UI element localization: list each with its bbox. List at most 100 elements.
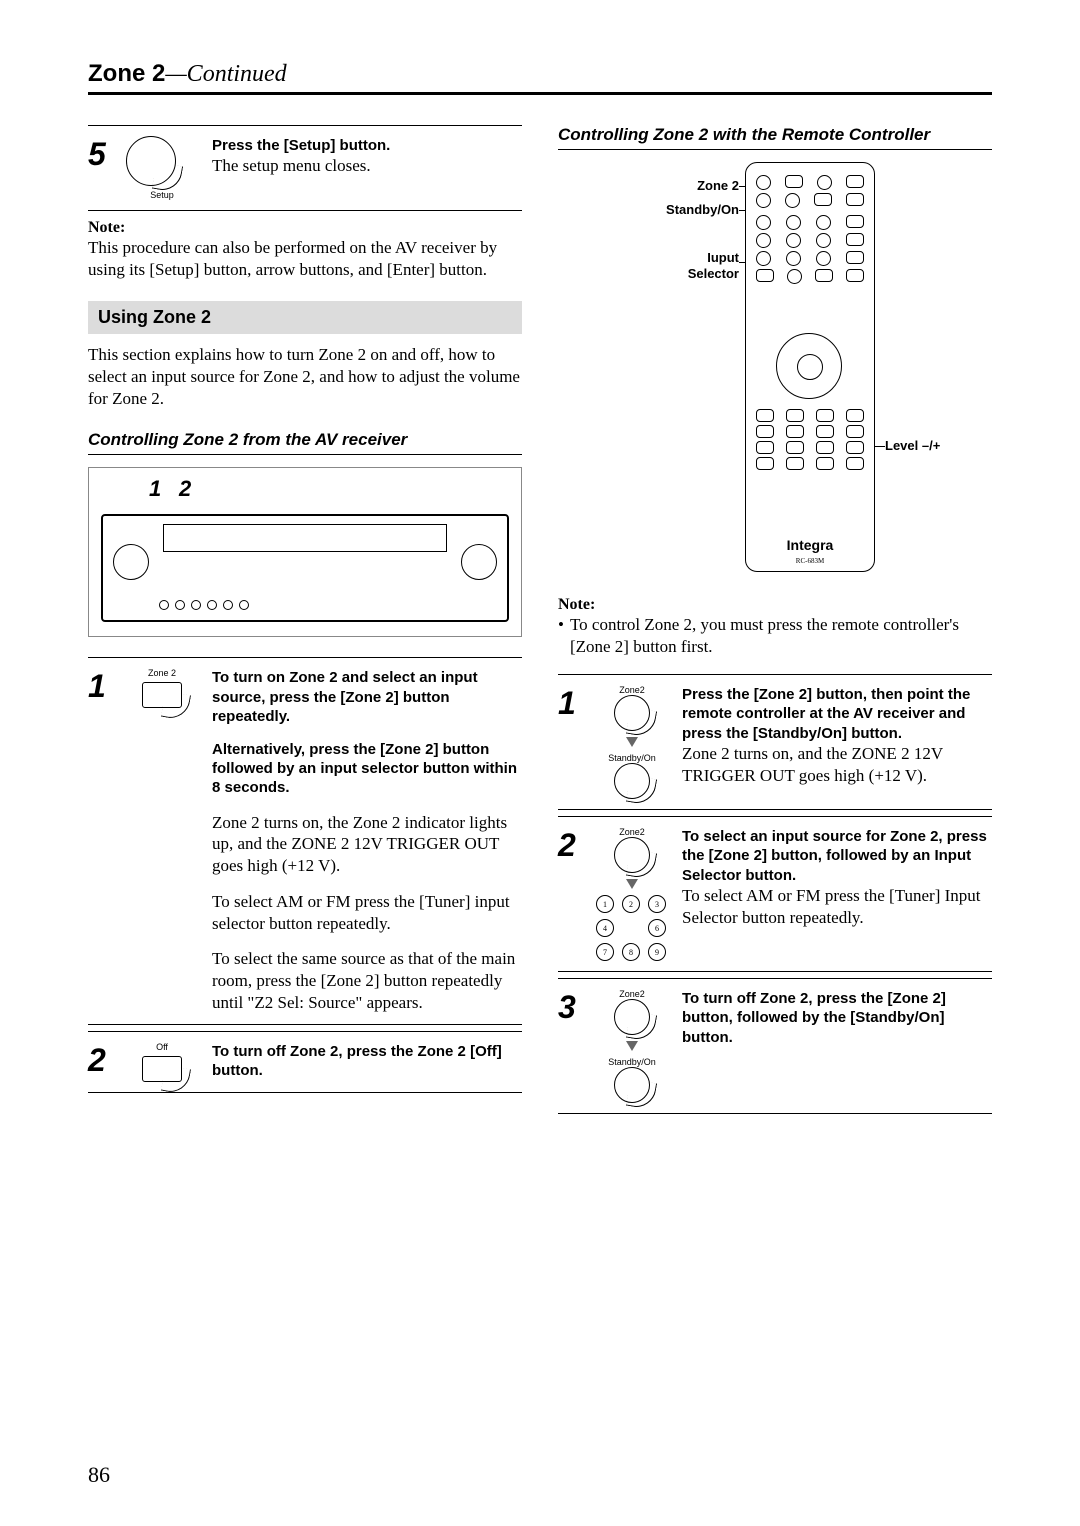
step-text-1: Zone 2 turns on, the Zone 2 indicator li… <box>212 812 522 877</box>
small-knobs <box>159 600 249 610</box>
remote-model: RC-683M <box>746 557 874 565</box>
step-3-right: 3 Zone2 Standby/On To turn off Zone 2, p… <box>558 978 992 1114</box>
step-body: Press the [Setup] button. The setup menu… <box>212 136 522 200</box>
step-body: Press the [Zone 2] button, then point th… <box>682 685 992 799</box>
remote-mid-rows <box>756 409 864 473</box>
arrow-down-icon <box>626 1041 638 1051</box>
step-icon-col: Off <box>126 1042 198 1082</box>
step-icon-col: Zone2 Standby/On <box>596 685 668 799</box>
step-number: 2 <box>88 1042 112 1082</box>
left-column: 5 Setup Press the [Setup] button. The se… <box>88 125 522 1120</box>
zone2-icon <box>614 837 650 873</box>
header-rest: —Continued <box>165 61 286 87</box>
av-receiver-diagram: 1 2 <box>88 467 522 637</box>
off-button-icon <box>142 1056 182 1082</box>
remote-top-rows <box>756 175 864 287</box>
section-intro: This section explains how to turn Zone 2… <box>88 344 522 410</box>
note-label-right: Note: <box>558 596 992 614</box>
label-selector: Selector <box>635 266 739 281</box>
grid-btn: 9 <box>648 943 666 961</box>
page-number: 86 <box>88 1462 110 1488</box>
step-icon-col: Zone2 1 2 3 4 6 7 8 9 <box>596 827 668 961</box>
step-body: To turn on Zone 2 and select an input so… <box>212 668 522 1013</box>
step-body: To select an input source for Zone 2, pr… <box>682 827 992 961</box>
step-bold: Press the [Setup] button. <box>212 136 522 155</box>
grid-btn: 4 <box>596 919 614 937</box>
note-label: Note: <box>88 219 522 237</box>
step-icon-col: Setup <box>126 136 198 200</box>
step-1-right: 1 Zone2 Standby/On Press the [Zone 2] bu… <box>558 674 992 810</box>
step-bold-1: To turn on Zone 2 and select an input so… <box>212 668 522 726</box>
grid-btn: 2 <box>622 895 640 913</box>
standby-icon <box>614 763 650 799</box>
zone2-icon <box>614 695 650 731</box>
step-text: To select AM or FM press the [Tuner] Inp… <box>682 885 992 929</box>
grid-gap <box>622 919 640 937</box>
receiver-body <box>101 514 509 622</box>
grid-btn: 3 <box>648 895 666 913</box>
step-2-left: 2 Off To turn off Zone 2, press the Zone… <box>88 1031 522 1093</box>
step-icon-col: Zone2 Standby/On <box>596 989 668 1103</box>
step-bold-2: Alternatively, press the [Zone 2] button… <box>212 740 522 798</box>
arrow-down-icon <box>626 737 638 747</box>
step-bold: To select an input source for Zone 2, pr… <box>682 827 992 885</box>
grid-btn: 1 <box>596 895 614 913</box>
step-body: To turn off Zone 2, press the Zone 2 [Of… <box>212 1042 522 1082</box>
step-bold: To turn off Zone 2, press the [Zone 2] b… <box>682 989 992 1047</box>
right-column: Controlling Zone 2 with the Remote Contr… <box>558 125 992 1120</box>
step-number: 1 <box>558 685 582 799</box>
remote-brand: Integra <box>746 537 874 553</box>
icon-label: Zone2 <box>596 827 668 837</box>
step-number: 3 <box>558 989 582 1103</box>
input-selector-grid: 1 2 3 4 6 7 8 9 <box>596 895 668 961</box>
display-panel <box>163 524 447 552</box>
label-standby: Standby/On <box>635 202 739 217</box>
grid-btn: 6 <box>648 919 666 937</box>
step-number: 5 <box>88 136 112 200</box>
header-bold: Zone 2 <box>88 60 165 87</box>
bullet-dot: • <box>558 614 564 658</box>
sub-heading-right: Controlling Zone 2 with the Remote Contr… <box>558 125 992 150</box>
note-bullet: • To control Zone 2, you must press the … <box>558 614 992 658</box>
step-5: 5 Setup Press the [Setup] button. The se… <box>88 125 522 211</box>
label-input: Iuput <box>635 250 739 265</box>
step-text-3: To select the same source as that of the… <box>212 948 522 1013</box>
knob-right <box>461 544 497 580</box>
icon-label: Off <box>126 1042 198 1052</box>
icon-label: Setup <box>126 190 198 200</box>
step-icon-col: Zone 2 <box>126 668 198 1013</box>
note-text: This procedure can also be performed on … <box>88 237 522 281</box>
arrow-down-icon <box>626 879 638 889</box>
page-header: Zone 2—Continued <box>88 60 992 95</box>
setup-button-icon <box>126 136 176 186</box>
icon-label-1: Zone2 <box>596 685 668 695</box>
diagram-arrow-2: 2 <box>179 476 191 502</box>
icon-label-2: Standby/On <box>596 1057 668 1067</box>
icon-label: Zone 2 <box>126 668 198 678</box>
label-zone2: Zone 2 <box>635 178 739 193</box>
zone2-icon <box>614 999 650 1035</box>
sub-heading-left: Controlling Zone 2 from the AV receiver <box>88 430 522 455</box>
step-text-2: To select AM or FM press the [Tuner] inp… <box>212 891 522 935</box>
step-bold: To turn off Zone 2, press the Zone 2 [Of… <box>212 1042 522 1080</box>
step-text: Zone 2 turns on, and the ZONE 2 12V TRIG… <box>682 743 992 787</box>
step-number: 1 <box>88 668 112 1013</box>
step-number: 2 <box>558 827 582 961</box>
zone2-button-icon <box>142 682 182 708</box>
step-bold: Press the [Zone 2] button, then point th… <box>682 685 992 743</box>
diagram-arrow-1: 1 <box>149 476 161 502</box>
step-body: To turn off Zone 2, press the [Zone 2] b… <box>682 989 992 1103</box>
columns: 5 Setup Press the [Setup] button. The se… <box>88 125 992 1120</box>
standby-icon <box>614 1067 650 1103</box>
step-text: The setup menu closes. <box>212 155 522 177</box>
note-bullet-text: To control Zone 2, you must press the re… <box>570 614 992 658</box>
remote-body: Integra RC-683M <box>745 162 875 572</box>
step-2-right: 2 Zone2 1 2 3 4 6 7 8 9 To select an <box>558 816 992 972</box>
step-1-left: 1 Zone 2 To turn on Zone 2 and select an… <box>88 657 522 1024</box>
icon-label-1: Zone2 <box>596 989 668 999</box>
icon-label-2: Standby/On <box>596 753 668 763</box>
label-level: Level –/+ <box>885 438 955 453</box>
dpad <box>776 333 842 399</box>
grid-btn: 8 <box>622 943 640 961</box>
grid-btn: 7 <box>596 943 614 961</box>
